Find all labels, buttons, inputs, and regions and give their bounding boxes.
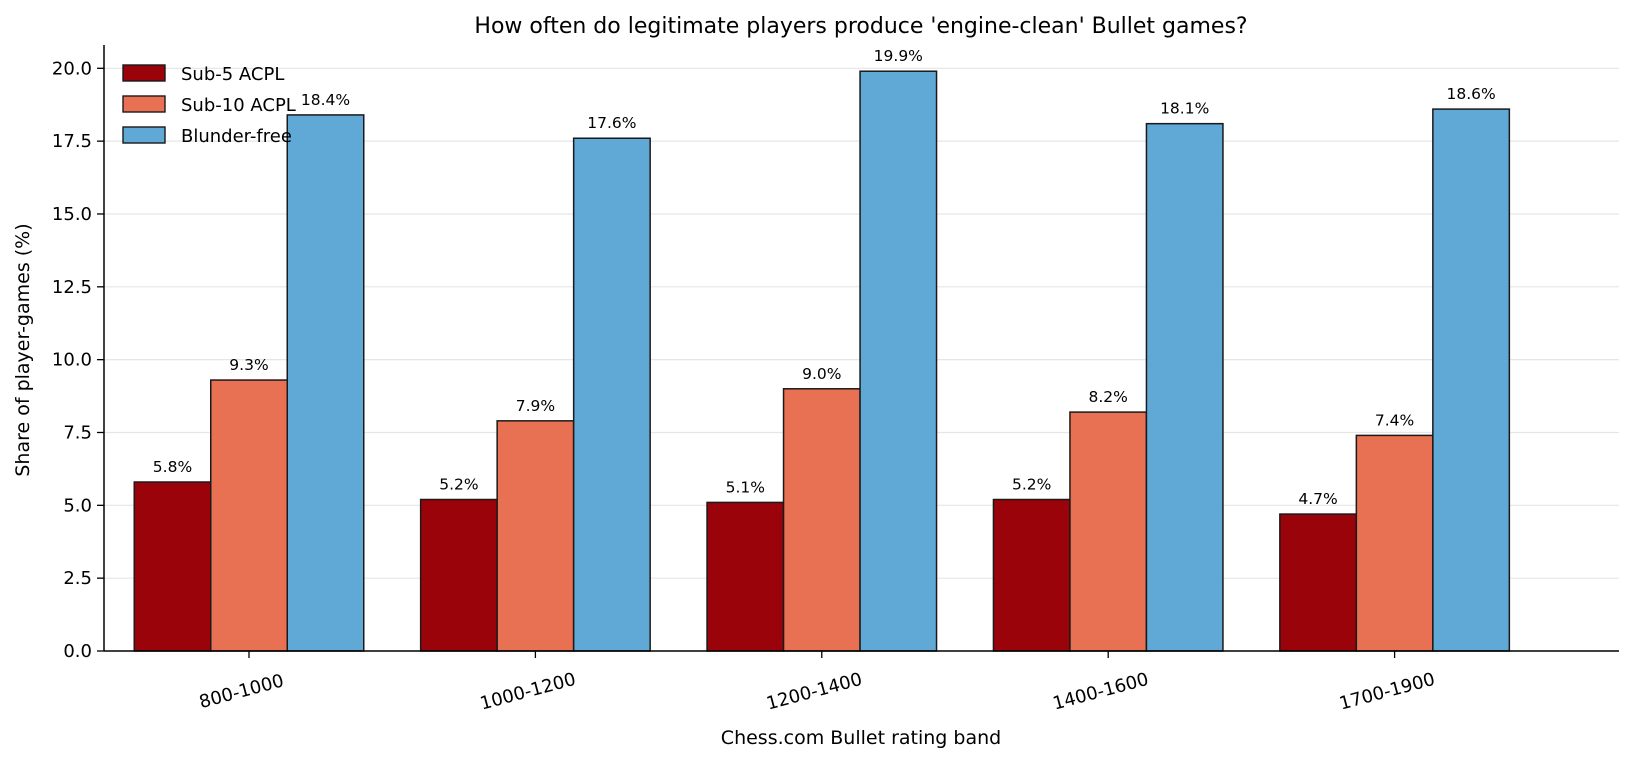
data-label: 9.3%: [229, 356, 268, 374]
bar-sub-5-acpl-1700-1900: [1279, 513, 1358, 652]
y-tick-label: 7.5: [63, 422, 92, 443]
y-tick-label: 15.0: [52, 204, 92, 225]
y-tick-label: 17.5: [52, 131, 92, 152]
x-axis-ticks: 800-1000 1000-1200 1200-1400 1400-1600 1700-…: [197, 651, 1437, 715]
bar-sub-5-acpl-1400-1600: [992, 498, 1071, 652]
axes: [103, 45, 1619, 652]
bar-blunder-free-1000-1200: [572, 137, 651, 652]
data-label: 9.0%: [802, 365, 841, 383]
x-tick-label: 800-1000: [197, 670, 286, 713]
x-axis-label: Chess.com Bullet rating band: [721, 727, 1001, 749]
data-label: 4.7%: [1298, 490, 1337, 508]
data-label: 19.9%: [874, 47, 923, 65]
data-label: 5.8%: [153, 458, 192, 476]
bar-blunder-free-800-1000: [286, 114, 365, 652]
y-tick-label: 0.0: [63, 641, 92, 662]
y-tick-label: 5.0: [63, 495, 92, 516]
chart-title: How often do legitimate players produce …: [474, 14, 1247, 39]
data-label: 8.2%: [1089, 388, 1128, 406]
y-tick-label: 12.5: [52, 277, 92, 298]
data-label: 17.6%: [587, 114, 636, 132]
y-axis-label: Share of player-games (%): [12, 223, 34, 476]
bar-sub-10-acpl-1700-1900: [1355, 434, 1434, 652]
data-label: 18.4%: [301, 91, 350, 109]
bar-blunder-free-1400-1600: [1145, 122, 1224, 652]
bar-blunder-free-1700-1900: [1432, 108, 1511, 652]
bar-sub-10-acpl-1400-1600: [1069, 411, 1148, 652]
bar-sub-10-acpl-800-1000: [210, 379, 288, 652]
data-label: 7.4%: [1375, 411, 1414, 429]
legend-label: Sub-5 ACPL: [181, 64, 284, 85]
data-label: 18.1%: [1160, 100, 1209, 118]
bars: [133, 70, 1511, 652]
x-tick-label: 1200-1400: [764, 669, 864, 715]
x-tick-label: 1400-1600: [1051, 669, 1151, 715]
y-tick-label: 2.5: [63, 568, 92, 589]
bar-sub-10-acpl-1000-1200: [496, 420, 575, 652]
y-tick-label: 20.0: [52, 58, 92, 79]
bar-sub-5-acpl-1200-1400: [706, 501, 785, 652]
value-labels: 5.8% 9.3% 18.4% 5.2% 7.9% 17.6% 5.1% 9.0% 19.9% 5…: [153, 47, 1496, 508]
legend-swatch: [122, 64, 166, 82]
legend-swatch: [122, 126, 166, 144]
bar-blunder-free-1200-1400: [859, 70, 938, 652]
data-label: 18.6%: [1446, 85, 1495, 103]
legend-label: Sub-10 ACPL: [181, 95, 296, 116]
bar-sub-10-acpl-1200-1400: [782, 388, 861, 652]
y-axis-ticks: 0.0 2.5 5.0 7.5 10.0 12.5 15.0 17.5 20.0: [52, 58, 104, 662]
data-label: 5.2%: [439, 476, 478, 494]
bar-sub-5-acpl-1000-1200: [419, 498, 498, 652]
legend-swatch: [122, 95, 166, 113]
data-label: 7.9%: [516, 397, 555, 415]
data-label: 5.1%: [726, 478, 765, 496]
bar-sub-5-acpl-800-1000: [133, 481, 212, 652]
legend-label: Blunder-free: [181, 126, 292, 147]
x-tick-label: 1700-1900: [1337, 669, 1437, 715]
data-label: 5.2%: [1012, 476, 1051, 494]
legend: Sub-5 ACPL Sub-10 ACPL Blunder-free: [122, 64, 296, 147]
y-tick-label: 10.0: [52, 350, 92, 371]
x-tick-label: 1000-1200: [478, 669, 578, 715]
